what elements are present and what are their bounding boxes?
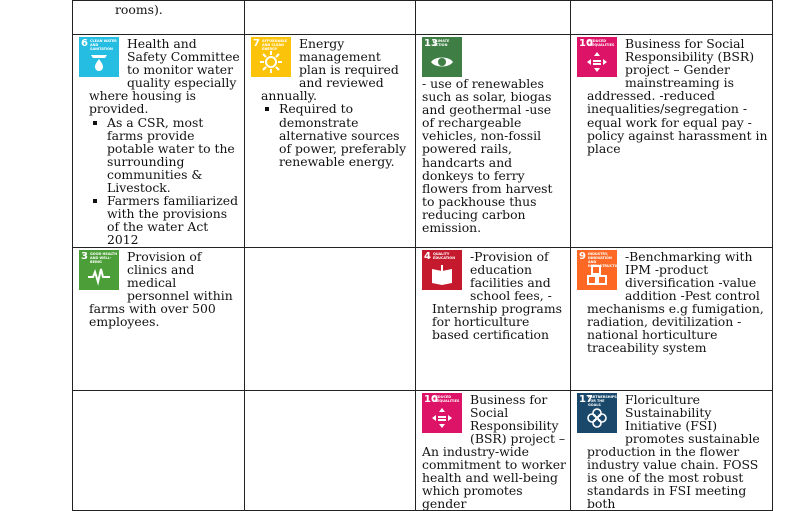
- eye-globe-icon: [431, 57, 453, 67]
- sdg-table: rooms). 6 Clean water and sanitation Hea…: [72, 0, 773, 511]
- cell-r1-c3: 13 Climate action - use of renewables su…: [415, 34, 571, 248]
- cubes-icon: [587, 264, 607, 285]
- sdg10-badge: 10 Reduced inequalities: [577, 37, 617, 77]
- sdg17-badge: 17 Partnerships for the goals: [577, 392, 617, 433]
- table-row-3: 10 Reduced inequalities Business for Soc…: [72, 389, 773, 511]
- bullet-item: Farmers familiarized with the provisions…: [93, 194, 240, 246]
- book-icon: [432, 264, 452, 285]
- cell-text: -Provision of education facilities and s…: [432, 248, 562, 343]
- cell-text: Provision of clinics and medical personn…: [89, 248, 233, 329]
- equality-arrows-icon: [432, 407, 452, 428]
- cell-r2-c3: 4 Quality education -Provision of educat…: [415, 246, 571, 391]
- cell-text: - use of renewables such as solar, bioga…: [422, 76, 553, 236]
- cell-text: Energy management plan is required and r…: [261, 36, 399, 104]
- bullet-list: As a CSR, most farms provide potable wat…: [79, 116, 240, 246]
- water-drop-icon: [91, 55, 107, 71]
- cell-text: Health and Safety Committee to monitor w…: [89, 36, 240, 117]
- cell-r2-c1: 3 Good health and well-being Provision o…: [72, 246, 245, 391]
- flower-rings-icon: [587, 407, 607, 428]
- sun-icon: [260, 51, 282, 73]
- cell-r1-c2: 7 Affordable and clean energy Energy man…: [244, 34, 416, 248]
- cell-top-4: [570, 0, 773, 35]
- sdg6-badge: 6 Clean water and sanitation: [79, 37, 119, 77]
- cell-text: -Benchmarking with IPM -product diversif…: [587, 248, 764, 356]
- sdg10-badge: 10 Reduced inequalities: [422, 392, 462, 433]
- heartbeat-icon: [88, 268, 110, 286]
- cell-r1-c4: 10 Reduced inequalities Business for Soc…: [570, 34, 773, 248]
- sdg13-badge: 13 Climate action: [422, 37, 462, 77]
- cell-r2-c2: [244, 246, 416, 391]
- cell-top-1: rooms).: [72, 0, 245, 35]
- cell-r3-c1: [72, 389, 245, 511]
- bullet-item: As a CSR, most farms provide potable wat…: [93, 116, 240, 195]
- table-row-top: rooms).: [72, 0, 773, 35]
- cell-r3-c4: 17 Partnerships for the goals Floricultu…: [570, 389, 773, 511]
- sdg9-badge: 9 Industry, innovation and infrastructur…: [577, 249, 622, 290]
- cell-r3-c3: 10 Reduced inequalities Business for Soc…: [415, 389, 571, 511]
- sdg7-badge: 7 Affordable and clean energy: [251, 37, 291, 77]
- table-row-2: 3 Good health and well-being Provision o…: [72, 246, 773, 391]
- sdg3-badge: 3 Good health and well-being: [79, 249, 119, 290]
- cell-top-3: [415, 0, 571, 35]
- top-text: rooms).: [115, 2, 163, 17]
- bullet-list: Required to demonstrate alternative sour…: [251, 102, 411, 168]
- sdg4-badge: 4 Quality education: [422, 249, 462, 290]
- cell-text: Business for Social Responsibility (BSR)…: [587, 36, 768, 156]
- equality-arrows-icon: [587, 52, 607, 72]
- cell-r3-c2: [244, 389, 416, 511]
- cell-r1-c1: 6 Clean water and sanitation Health and …: [72, 34, 245, 248]
- table-row-1: 6 Clean water and sanitation Health and …: [72, 34, 773, 248]
- cell-r2-c4: 9 Industry, innovation and infrastructur…: [570, 246, 773, 391]
- cell-top-2: [244, 0, 416, 35]
- bullet-item: Required to demonstrate alternative sour…: [265, 102, 411, 168]
